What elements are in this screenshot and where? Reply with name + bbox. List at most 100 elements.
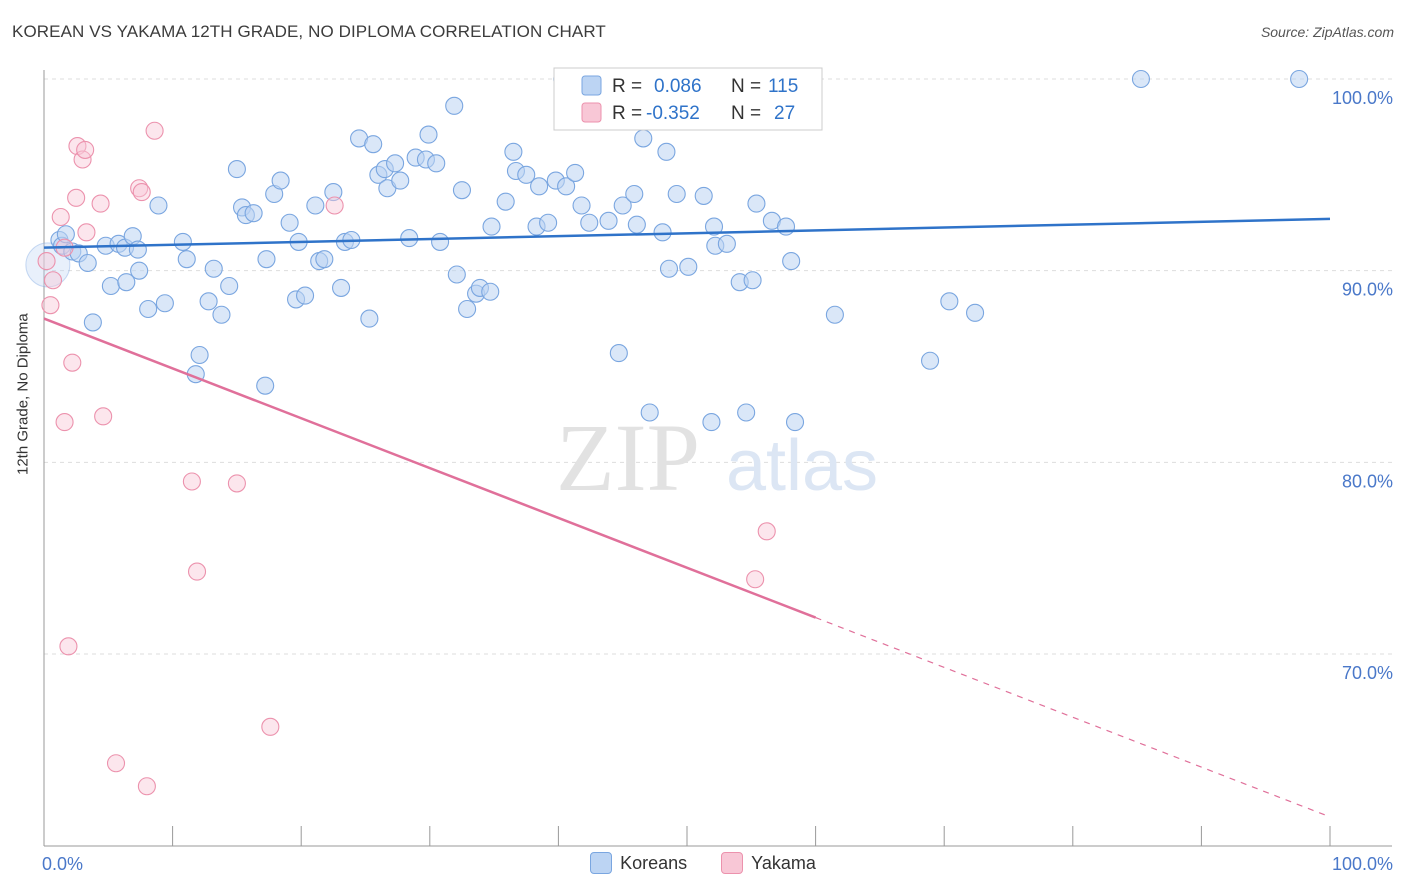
korean-point: [360, 309, 379, 328]
legend-korean-swatch: [581, 75, 602, 96]
korean-point: [452, 181, 472, 200]
legend-korean-n-value: 115: [768, 76, 798, 97]
korean-point: [306, 196, 325, 215]
korean-point: [296, 286, 315, 305]
yakama-point: [55, 413, 74, 432]
korean-point: [694, 186, 713, 205]
korean-point: [447, 265, 466, 284]
korean-point: [212, 305, 231, 324]
yakama-point: [145, 121, 164, 140]
korean-point: [504, 142, 523, 161]
yakama-point: [757, 522, 776, 541]
koreans-label: Koreans: [620, 852, 688, 873]
chart-title: KOREAN VS YAKAMA 12TH GRADE, NO DIPLOMA …: [12, 22, 606, 41]
korean-point: [966, 303, 985, 322]
korean-point: [130, 261, 149, 280]
korean-point: [580, 213, 599, 232]
korean-point: [940, 292, 959, 311]
yakama-point: [182, 472, 201, 491]
korean-point: [244, 204, 263, 223]
legend-korean-r-label: R =: [612, 76, 642, 97]
korean-point: [101, 276, 120, 296]
korean-point: [427, 154, 446, 173]
korean-point: [324, 183, 343, 202]
legend-yakama-swatch: [581, 102, 602, 123]
legend-yakama-n-value: 27: [774, 103, 795, 124]
korean-point: [613, 196, 632, 215]
watermark-zip: ZIP: [556, 404, 700, 511]
legend-item-yakama[interactable]: Yakama: [721, 852, 816, 874]
korean-point: [539, 213, 558, 232]
trend-lines: [43, 217, 1331, 818]
korean-point: [386, 154, 405, 173]
yakama-point: [59, 637, 78, 656]
korean-point: [332, 278, 351, 297]
yakama-point: [67, 188, 86, 207]
koreans-swatch: [590, 852, 613, 874]
korean-point: [653, 223, 672, 242]
korean-point: [825, 305, 844, 324]
legend-yakama-r-label: R =: [612, 103, 642, 124]
legend-item-koreans[interactable]: Koreans: [590, 852, 687, 874]
yakama-label: Yakama: [751, 852, 816, 873]
korean-point: [566, 163, 585, 182]
x-tick-label-max: 100.0%: [1332, 854, 1393, 874]
yakama-point: [94, 407, 113, 426]
yakama-point: [77, 223, 96, 242]
korean-point: [256, 376, 275, 395]
korean-point: [496, 192, 515, 211]
korean-trend-line: [43, 217, 1331, 249]
korean-point: [679, 257, 698, 276]
korean-point: [517, 165, 536, 184]
watermark: ZIP atlas: [556, 404, 878, 511]
yakama-point: [325, 196, 344, 215]
korean-point: [400, 229, 419, 248]
korean-point: [785, 413, 805, 432]
korean-point: [747, 194, 766, 213]
legend-korean-n-label: N =: [731, 76, 761, 97]
yakama-point: [137, 777, 156, 796]
yakama-trend-line-extrapolated: [815, 617, 1331, 818]
korean-point: [78, 253, 97, 273]
korean-point: [702, 413, 721, 432]
korean-point: [737, 403, 756, 422]
korean-point: [530, 177, 549, 196]
korean-point: [1131, 69, 1151, 89]
yakama-point: [187, 562, 207, 581]
korean-point: [657, 142, 676, 161]
korean-point: [704, 217, 724, 236]
korean-point: [782, 252, 801, 271]
korean-point: [609, 344, 628, 363]
korean-point: [149, 196, 168, 215]
korean-point: [315, 250, 334, 269]
yakama-point: [41, 296, 60, 315]
korean-point: [155, 294, 174, 313]
legend-korean-r-value: 0.086: [654, 76, 702, 97]
y-tick-label-90: 90.0%: [1342, 280, 1393, 300]
korean-point: [667, 184, 686, 204]
x-tick-label-min: 0.0%: [42, 854, 83, 874]
legend-yakama-n-label: N =: [731, 103, 761, 124]
watermark-atlas: atlas: [726, 426, 878, 506]
korean-point: [481, 282, 500, 301]
korean-point: [1290, 69, 1309, 89]
yakama-point: [63, 353, 82, 372]
korean-point: [139, 299, 158, 319]
korean-point: [173, 232, 192, 251]
yakama-point: [106, 754, 126, 773]
korean-point: [83, 313, 102, 332]
korean-point: [190, 345, 209, 365]
y-tick-label-70: 70.0%: [1342, 663, 1393, 683]
yakama-point: [746, 570, 765, 589]
korean-point: [199, 292, 218, 311]
korean-point: [220, 276, 239, 296]
yakama-swatch: [721, 852, 744, 874]
korean-point: [717, 234, 736, 253]
korean-point: [128, 240, 147, 259]
korean-point: [177, 250, 196, 269]
yakama-point: [37, 252, 56, 271]
legend-box: R = 0.086 N = 115 R = -0.352 N = 27: [553, 67, 823, 131]
korean-point: [204, 259, 223, 278]
korean-point: [56, 225, 75, 244]
